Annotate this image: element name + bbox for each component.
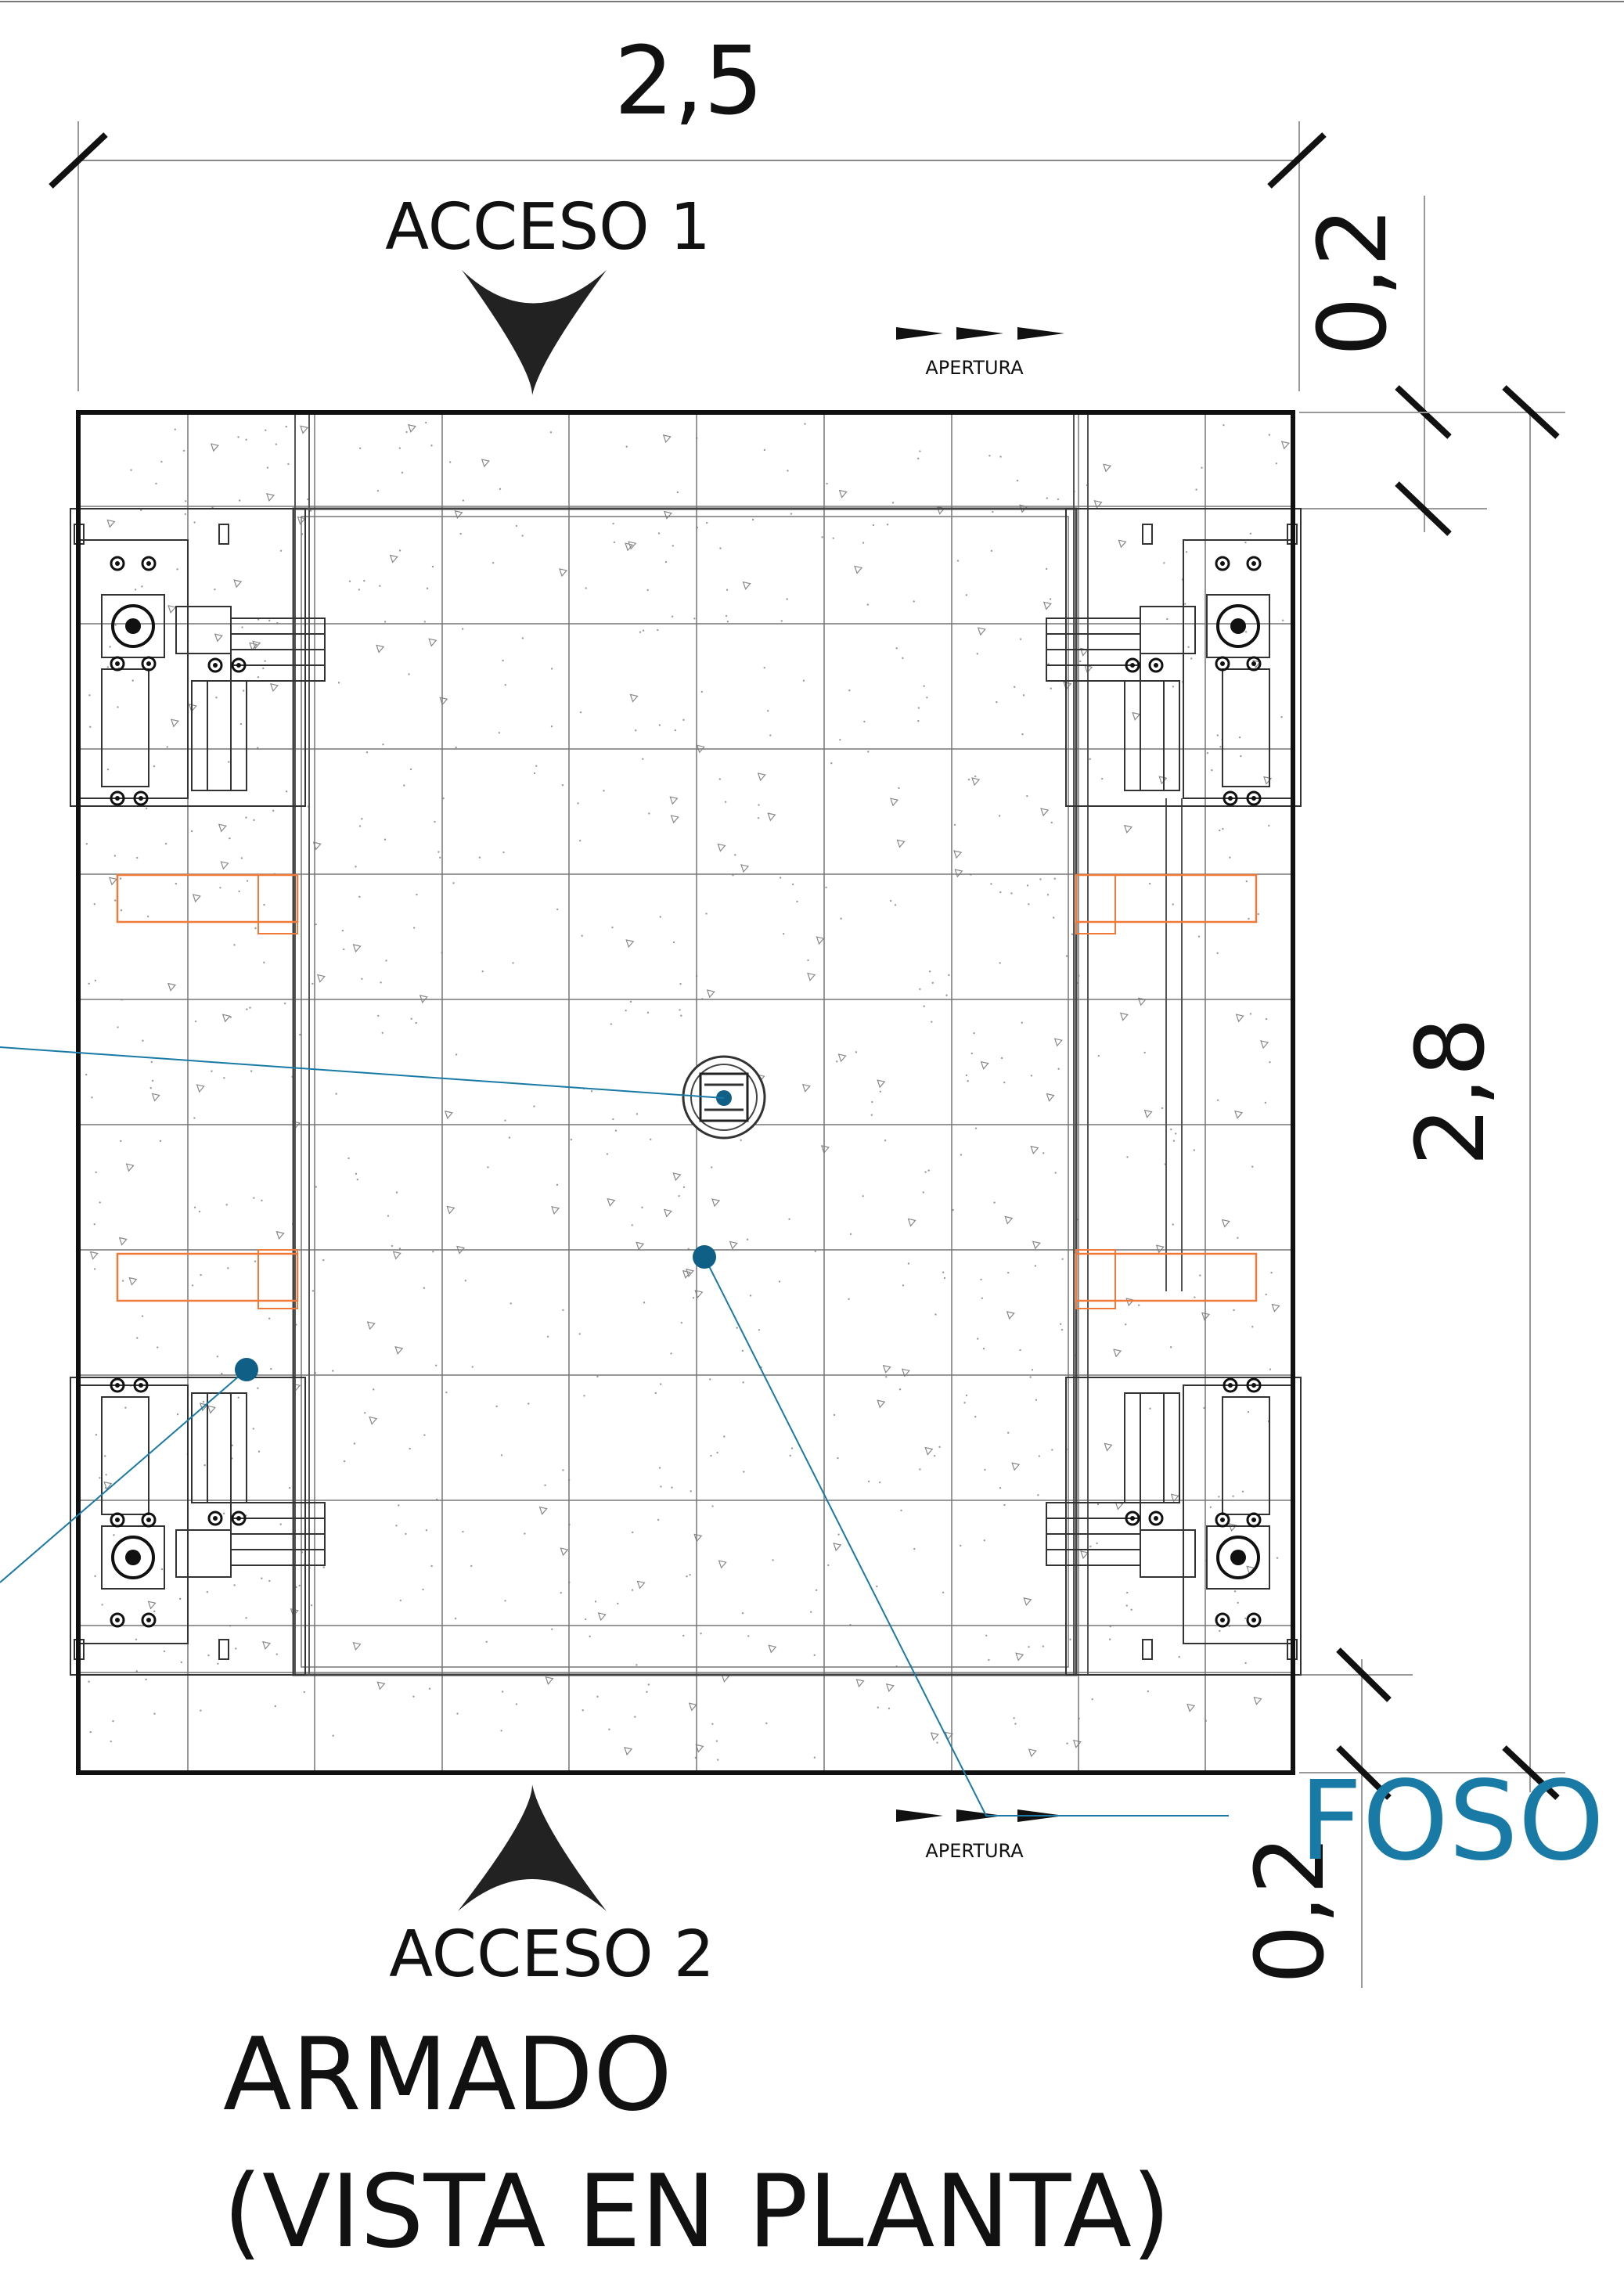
access-1-label: ACCESO 1 [385, 190, 711, 265]
height-dimension: 2,8 [1299, 385, 1565, 1800]
opening-bottom-label: APERTURA [925, 1840, 1024, 1862]
callout-dot-left [235, 1358, 258, 1381]
opening-top-arrows-icon [896, 327, 1064, 340]
orange-box-bottom-left [116, 1249, 299, 1309]
orange-box-bottom-right [1075, 1249, 1258, 1309]
pit-plan [70, 410, 1302, 1775]
width-dimension: 2,5 [49, 27, 1327, 391]
bottom-offset-dimension: 0,2 [1237, 1647, 1413, 1988]
corner-mechanism-bottom-left [70, 1377, 326, 1676]
inner-frame [292, 507, 1078, 1676]
callout-dot-center [693, 1245, 716, 1269]
pit-label: FOSO [1299, 1758, 1604, 1885]
callout-lines [0, 1046, 1229, 1817]
title-line-1: ARMADO [223, 2017, 672, 2133]
corner-mechanism-top-left [70, 508, 326, 807]
access-1-arrow-icon [462, 270, 607, 395]
height-dimension-label: 2,8 [1397, 1017, 1506, 1167]
access-2-arrow-icon [458, 1784, 607, 1911]
corner-mechanism-top-right [1046, 508, 1302, 807]
top-offset-label: 0,2 [1299, 207, 1408, 357]
width-dimension-label: 2,5 [614, 27, 764, 136]
orange-box-top-right [1075, 873, 1258, 934]
bottom-offset-label: 0,2 [1237, 1835, 1345, 1985]
pit-outline [76, 410, 1295, 1775]
orange-box-top-left [116, 873, 299, 934]
access-2-label: ACCESO 2 [389, 1917, 715, 1992]
corner-mechanism-bottom-right [1046, 1377, 1302, 1676]
concrete-hatch [85, 421, 1290, 1761]
title-line-2: (VISTA EN PLANTA) [223, 2154, 1171, 2270]
top-offset-dimension: 0,2 [1299, 196, 1487, 536]
opening-top-label: APERTURA [925, 357, 1024, 379]
